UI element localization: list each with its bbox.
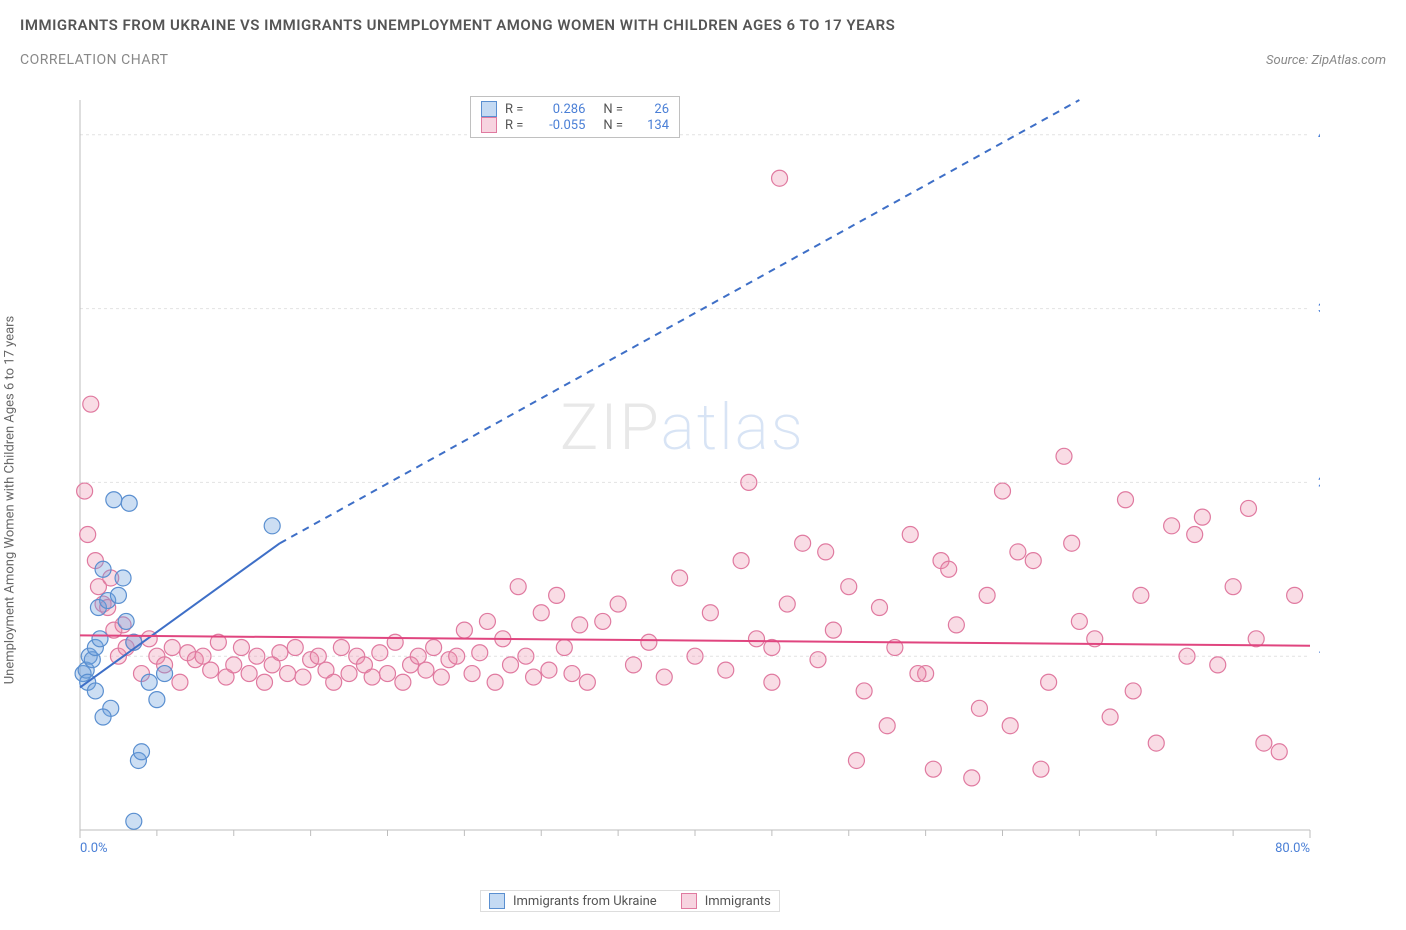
svg-text:40.0%: 40.0%	[1318, 128, 1320, 143]
svg-text:20.0%: 20.0%	[1318, 475, 1320, 490]
source-name: ZipAtlas.com	[1311, 53, 1386, 68]
legend-n-label: N =	[603, 102, 623, 117]
legend-swatch	[681, 893, 697, 909]
correlation-legend: R = 0.286 N = 26 R = -0.055 N = 134	[470, 96, 680, 138]
svg-text:80.0%: 80.0%	[1275, 841, 1310, 856]
legend-n-value: 134	[631, 118, 669, 133]
legend-r-label: R =	[505, 102, 523, 117]
svg-text:30.0%: 30.0%	[1318, 302, 1320, 317]
legend-n-value: 26	[631, 102, 669, 117]
svg-text:0.0%: 0.0%	[80, 841, 108, 856]
series-legend: Immigrants from Ukraine Immigrants	[480, 890, 780, 912]
source-attribution: Source: ZipAtlas.com	[1266, 53, 1386, 68]
chart-title: IMMIGRANTS FROM UKRAINE VS IMMIGRANTS UN…	[20, 16, 1386, 34]
series-legend-item: Immigrants	[681, 893, 771, 909]
chart-area: Unemployment Among Women with Children A…	[20, 90, 1386, 910]
svg-text:10.0%: 10.0%	[1318, 649, 1320, 664]
scatter-chart: 10.0% 20.0% 30.0% 40.0% 0.0% 80.0%	[20, 90, 1320, 890]
legend-row: R = 0.286 N = 26	[481, 101, 669, 117]
legend-n-label: N =	[603, 118, 623, 133]
y-axis-label: Unemployment Among Women with Children A…	[3, 316, 18, 685]
legend-swatch	[481, 101, 497, 117]
series-label: Immigrants from Ukraine	[513, 894, 657, 909]
source-label: Source:	[1266, 53, 1308, 68]
legend-r-label: R =	[505, 118, 523, 133]
legend-row: R = -0.055 N = 134	[481, 117, 669, 133]
series-label: Immigrants	[705, 894, 771, 909]
chart-subtitle: CORRELATION CHART	[20, 52, 168, 68]
series-legend-item: Immigrants from Ukraine	[489, 893, 657, 909]
legend-r-value: -0.055	[531, 118, 585, 133]
legend-swatch	[489, 893, 505, 909]
legend-swatch	[481, 117, 497, 133]
legend-r-value: 0.286	[531, 102, 585, 117]
